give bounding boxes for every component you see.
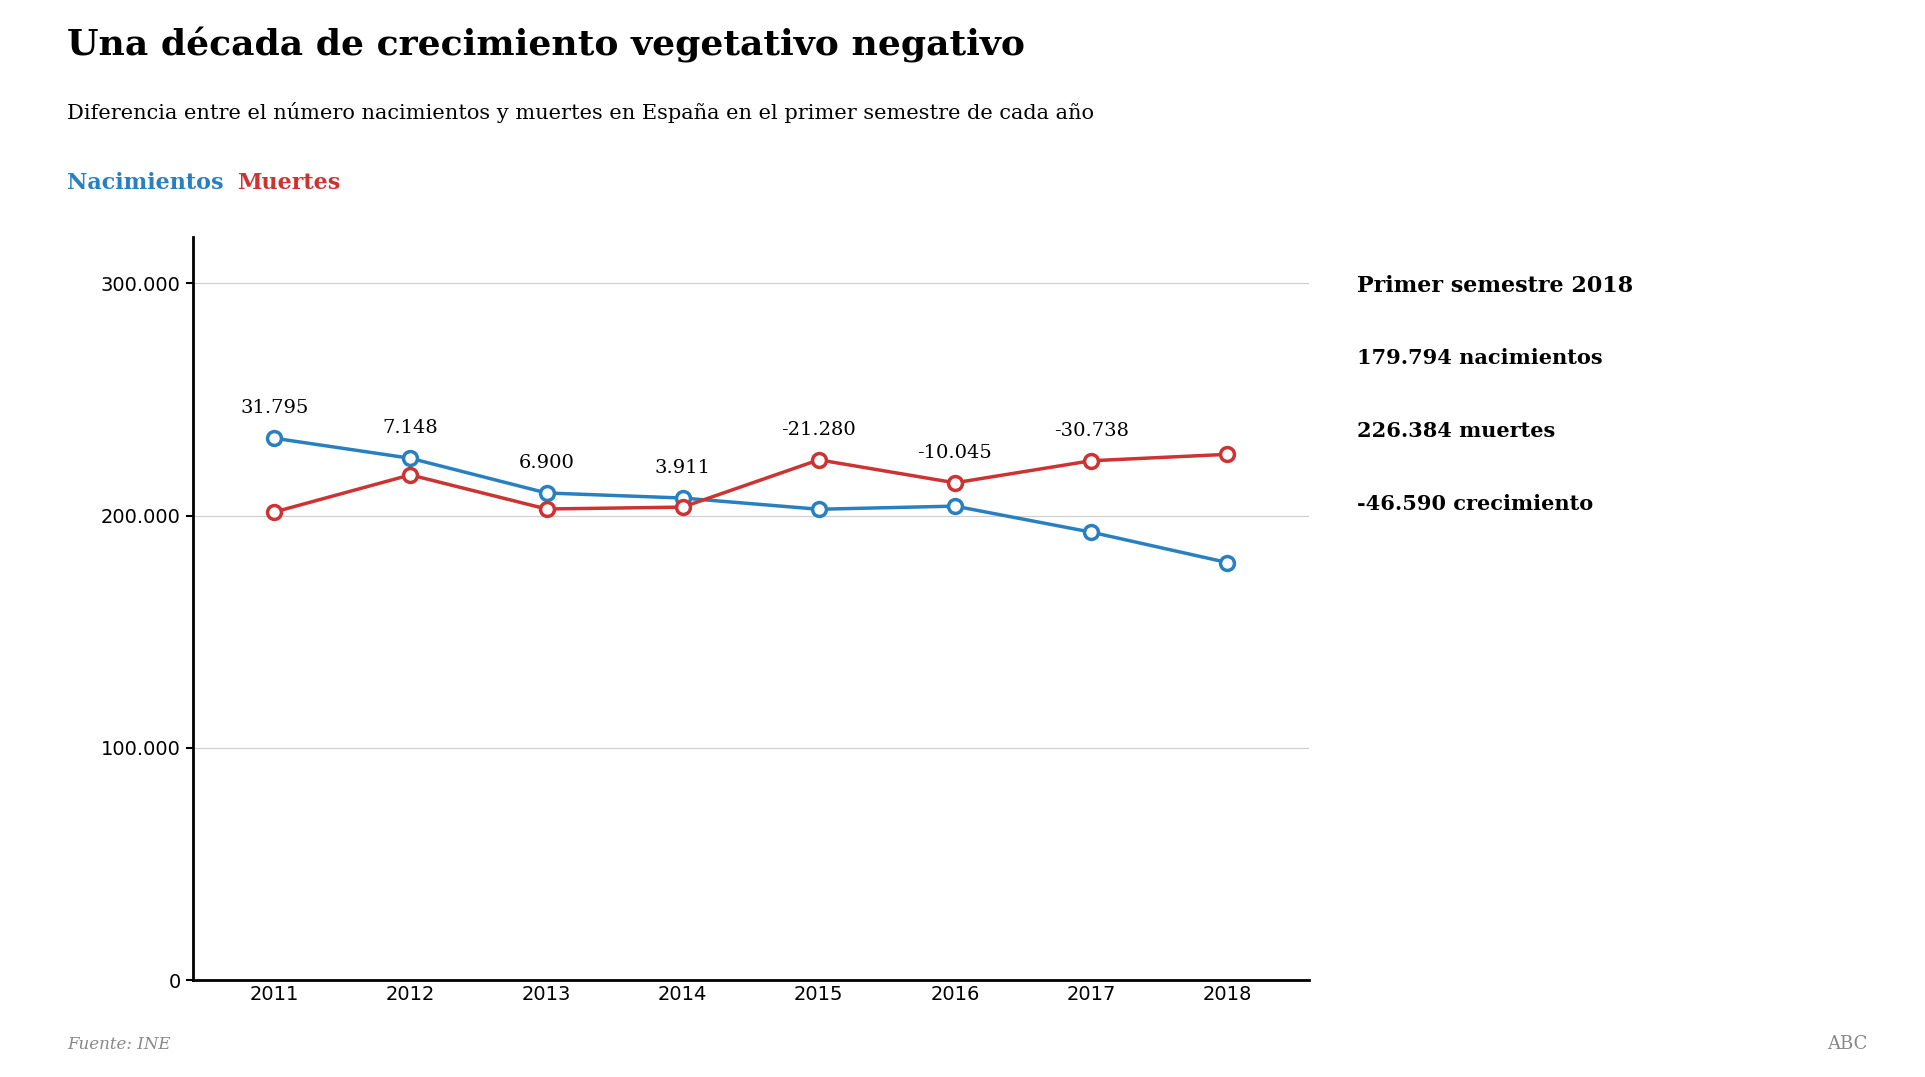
Text: 6.900: 6.900 [518,454,574,472]
Text: -10.045: -10.045 [918,444,993,462]
Text: Muertes: Muertes [237,172,341,194]
Text: -30.738: -30.738 [1053,422,1128,439]
Text: 31.795: 31.795 [241,400,308,417]
Text: Fuente: INE: Fuente: INE [67,1036,171,1053]
Text: ABC: ABC [1827,1035,1867,1053]
Text: 7.148: 7.148 [383,419,439,437]
Text: -21.280: -21.280 [782,421,857,439]
Text: -46.590 crecimiento: -46.590 crecimiento [1357,494,1594,515]
Text: 179.794 nacimientos: 179.794 nacimientos [1357,348,1604,368]
Text: 226.384 muertes: 226.384 muertes [1357,421,1555,442]
Text: Una década de crecimiento vegetativo negativo: Una década de crecimiento vegetativo neg… [67,27,1026,62]
Text: Diferencia entre el número nacimientos y muertes en España en el primer semestre: Diferencia entre el número nacimientos y… [67,102,1095,123]
Text: 3.911: 3.911 [654,459,710,477]
Text: Nacimientos: Nacimientos [67,172,223,194]
Text: Primer semestre 2018: Primer semestre 2018 [1357,275,1634,296]
